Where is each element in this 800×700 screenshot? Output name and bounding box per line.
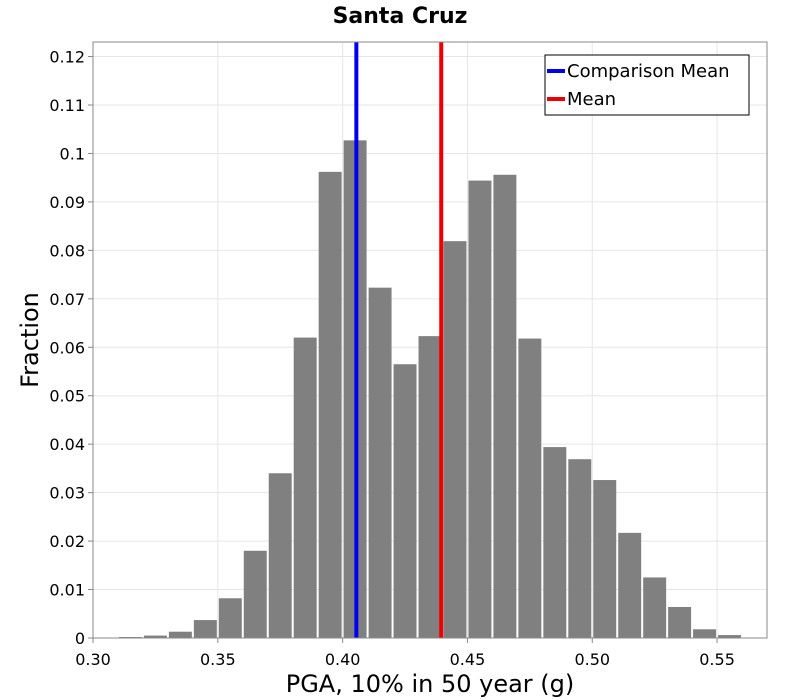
legend-label-comparison-mean: Comparison Mean xyxy=(567,61,730,82)
histogram-bar xyxy=(418,336,442,638)
histogram-bar xyxy=(618,532,642,638)
chart-title: Santa Cruz xyxy=(333,4,468,29)
histogram-bar xyxy=(518,338,542,638)
legend-box xyxy=(544,54,750,116)
histogram-bar xyxy=(543,447,567,638)
histogram-bar xyxy=(393,364,417,638)
histogram-bar xyxy=(718,635,742,638)
histogram-bar xyxy=(143,635,167,638)
histogram-bar xyxy=(268,473,292,638)
x-tick-label: 0.30 xyxy=(75,650,111,669)
x-tick-label: 0.55 xyxy=(699,650,735,669)
histogram-bars xyxy=(118,140,742,639)
mean-lines xyxy=(354,42,444,638)
histogram-bar xyxy=(243,550,267,638)
histogram-bar xyxy=(318,171,342,638)
histogram-bar xyxy=(668,606,692,638)
histogram-bar xyxy=(593,480,617,638)
y-tick-label: 0.07 xyxy=(49,290,85,309)
y-tick-label: 0.03 xyxy=(49,484,85,503)
x-tick-label: 0.35 xyxy=(200,650,236,669)
plot-area-frame xyxy=(92,41,768,639)
x-axis-label: PGA, 10% in 50 year (g) xyxy=(286,670,575,698)
y-tick-label: 0.12 xyxy=(49,48,85,67)
histogram-bar xyxy=(643,577,667,638)
x-axis-ticks: 0.30 0.35 0.40 0.45 0.50 0.55 xyxy=(75,638,735,669)
histogram-bar xyxy=(193,620,217,638)
histogram-bar xyxy=(468,180,492,639)
histogram-bar xyxy=(218,598,242,638)
y-tick-label: 0 xyxy=(75,629,85,648)
y-tick-label: 0.04 xyxy=(49,435,85,454)
x-tick-label: 0.50 xyxy=(574,650,610,669)
x-tick-label: 0.45 xyxy=(450,650,486,669)
y-tick-label: 0.02 xyxy=(49,532,85,551)
histogram-bar xyxy=(693,629,717,638)
y-tick-label: 0.11 xyxy=(49,96,85,115)
y-tick-label: 0.08 xyxy=(49,241,85,260)
legend: Comparison Mean Mean xyxy=(544,54,750,116)
histogram-bar xyxy=(293,337,317,638)
histogram-bar xyxy=(568,459,592,638)
histogram-bar xyxy=(443,241,467,638)
y-tick-label: 0.01 xyxy=(49,581,85,600)
histogram-bar xyxy=(493,174,517,638)
x-tick-label: 0.40 xyxy=(325,650,361,669)
legend-label-mean: Mean xyxy=(567,89,616,110)
y-tick-label: 0.09 xyxy=(49,193,85,212)
y-tick-label: 0.06 xyxy=(49,338,85,357)
y-axis-label: Fraction xyxy=(16,292,44,388)
histogram-bar xyxy=(368,287,392,638)
histogram-bar xyxy=(168,631,192,638)
y-axis-ticks: 0 0.01 0.02 0.03 0.04 0.05 0.06 0.07 0.08 0.09 0.1… xyxy=(49,48,93,648)
y-tick-label: 0.05 xyxy=(49,387,85,406)
y-tick-label: 0.1 xyxy=(60,144,85,163)
